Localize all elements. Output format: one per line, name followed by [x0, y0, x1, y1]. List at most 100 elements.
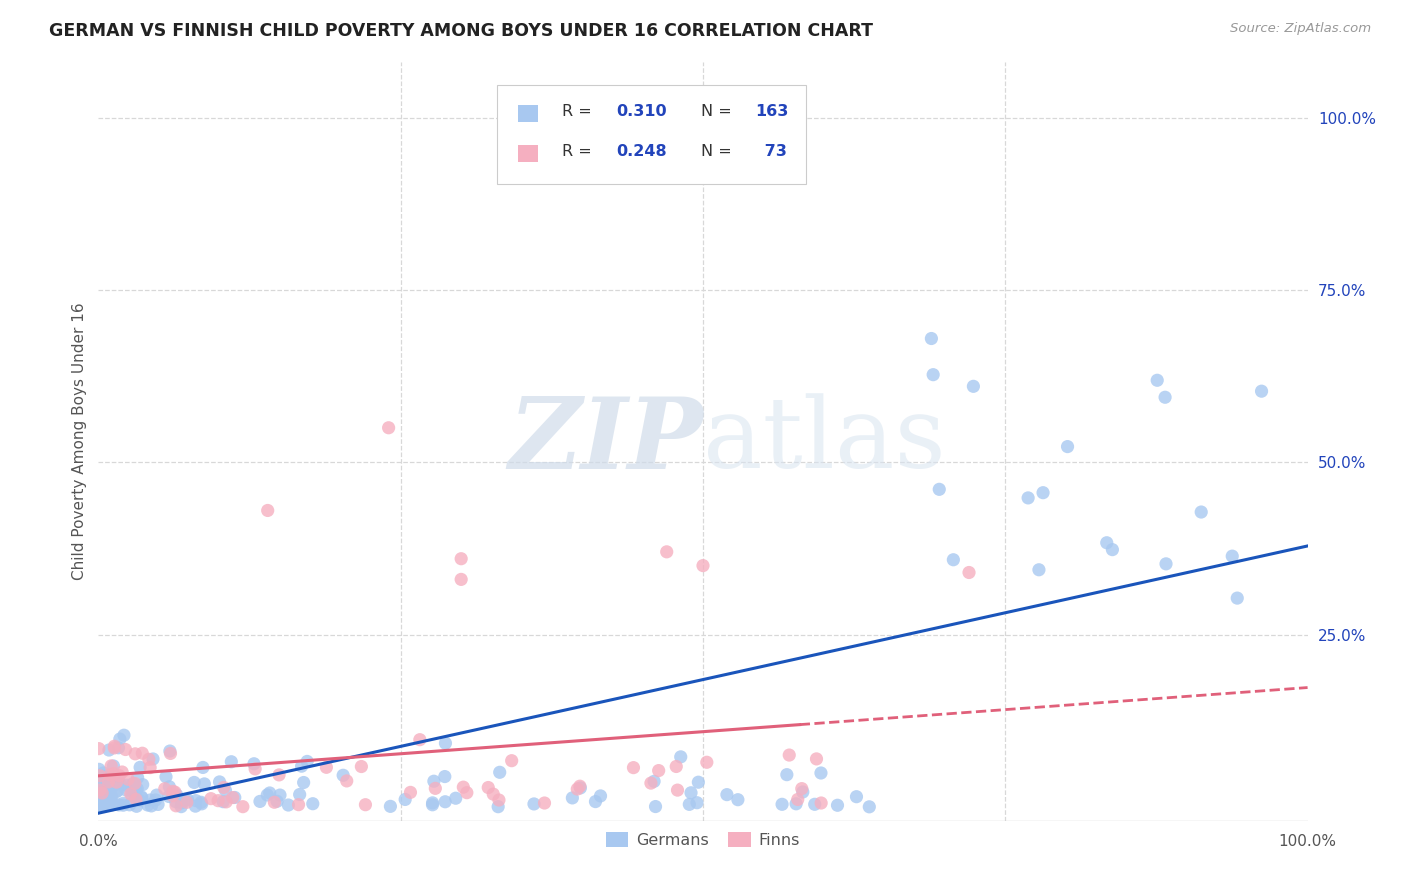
Point [131, 746, 153, 760]
Point [90, 798, 112, 813]
Point [450, 551, 472, 566]
Y-axis label: Child Poverty Among Boys Under 16: Child Poverty Among Boys Under 16 [72, 302, 87, 581]
Point [679, 786, 702, 800]
Point [277, 797, 299, 812]
Point [176, 795, 198, 809]
Point [589, 789, 612, 803]
Point [287, 797, 309, 812]
Point [655, 545, 678, 559]
Point [97, 775, 120, 789]
Point [232, 799, 254, 814]
Point [108, 769, 131, 783]
Point [162, 784, 184, 798]
Point [89, 797, 111, 811]
Point [786, 792, 808, 806]
Point [291, 759, 314, 773]
Point [453, 780, 475, 794]
Point [845, 789, 868, 804]
Point [122, 783, 145, 797]
Point [1028, 563, 1050, 577]
Point [208, 775, 231, 789]
Text: 0.248: 0.248 [616, 145, 666, 160]
Point [501, 754, 523, 768]
Point [423, 774, 446, 789]
Point [567, 782, 589, 797]
Point [103, 777, 125, 791]
Point [120, 787, 142, 801]
Point [776, 767, 799, 781]
Point [678, 797, 700, 812]
Point [90, 787, 112, 801]
Point [269, 788, 291, 802]
Point [96, 783, 118, 797]
Point [394, 792, 416, 806]
Point [128, 793, 150, 807]
Point [105, 775, 128, 789]
Point [103, 740, 125, 755]
Point [425, 781, 447, 796]
Point [212, 795, 235, 809]
Point [115, 783, 138, 797]
Point [125, 783, 148, 797]
Point [688, 775, 710, 789]
Point [928, 483, 950, 497]
Point [89, 769, 111, 783]
Point [1154, 557, 1177, 571]
Point [91, 794, 114, 808]
Point [184, 799, 207, 814]
Point [301, 797, 323, 811]
Point [163, 785, 186, 799]
Point [354, 797, 377, 812]
Text: R =: R = [561, 145, 596, 160]
Point [120, 780, 142, 794]
Point [803, 797, 825, 812]
Point [810, 796, 832, 810]
Point [256, 788, 278, 802]
Point [193, 777, 215, 791]
FancyBboxPatch shape [498, 85, 806, 184]
Point [112, 797, 135, 811]
Point [806, 752, 828, 766]
Point [377, 421, 399, 435]
Point [482, 787, 505, 801]
Legend: Germans, Finns: Germans, Finns [599, 825, 807, 855]
Point [112, 798, 135, 813]
Point [100, 797, 122, 812]
Point [647, 764, 669, 778]
Point [89, 799, 111, 814]
Point [380, 799, 402, 814]
Text: 163: 163 [755, 104, 789, 120]
Point [139, 761, 162, 775]
Point [131, 789, 153, 804]
Point [1250, 384, 1272, 399]
Point [523, 797, 546, 811]
Point [183, 775, 205, 789]
Point [115, 778, 138, 792]
Point [100, 791, 122, 805]
Point [127, 781, 149, 796]
Point [108, 775, 131, 789]
Text: 73: 73 [759, 145, 786, 160]
Point [1226, 591, 1249, 606]
Bar [517, 105, 538, 121]
Point [91, 789, 114, 804]
Point [422, 796, 444, 810]
Point [827, 798, 849, 813]
Point [173, 793, 195, 807]
Point [450, 573, 472, 587]
Point [957, 566, 980, 580]
Point [100, 794, 122, 808]
Point [87, 785, 110, 799]
Point [124, 747, 146, 761]
Point [121, 776, 143, 790]
Point [716, 788, 738, 802]
Point [292, 775, 315, 789]
Point [770, 797, 793, 812]
Point [259, 786, 281, 800]
Point [434, 795, 457, 809]
Bar [517, 145, 538, 161]
Point [224, 790, 246, 805]
Point [103, 766, 125, 780]
Point [212, 780, 235, 795]
Point [422, 797, 444, 812]
